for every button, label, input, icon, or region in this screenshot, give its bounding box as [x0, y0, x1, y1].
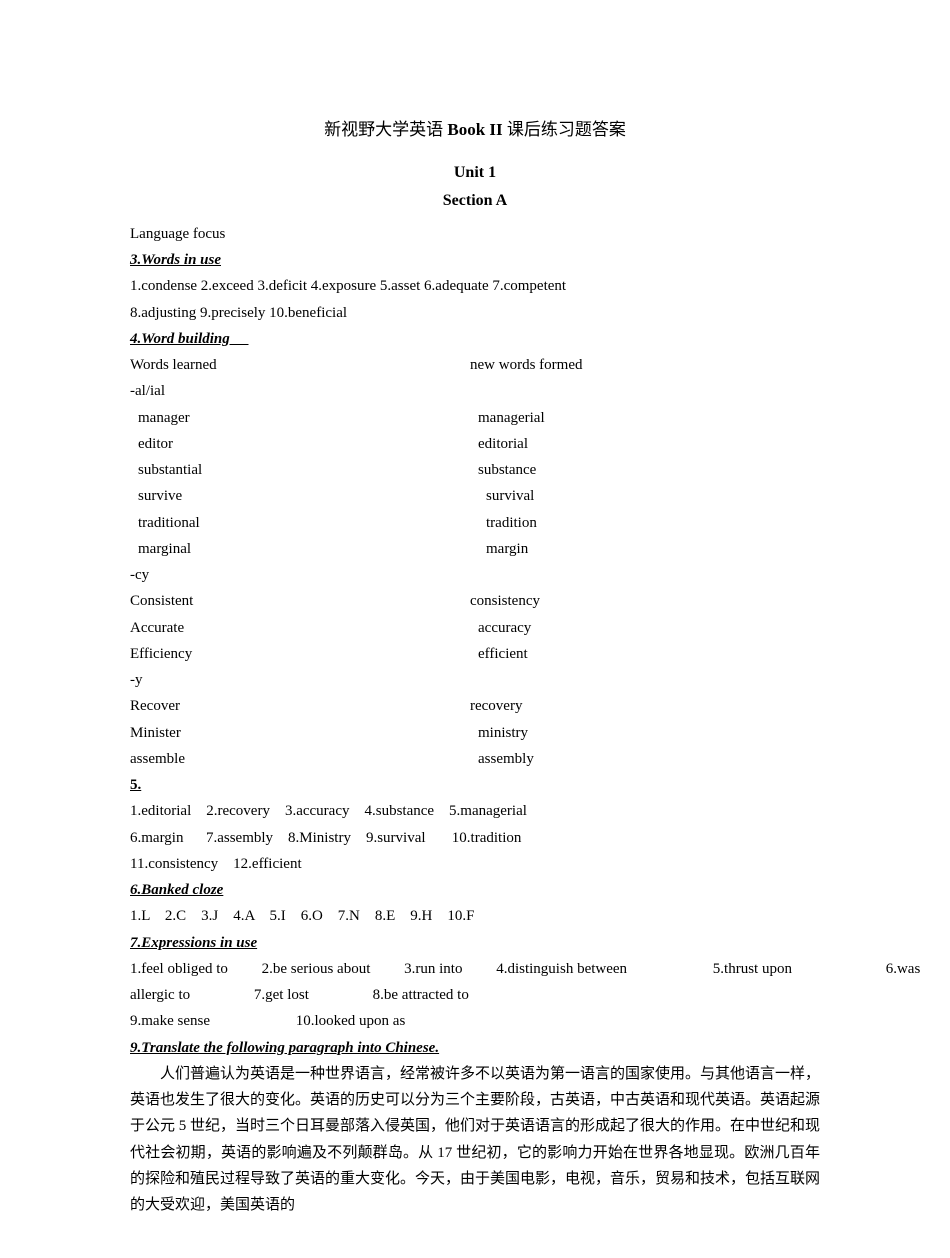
translation-paragraph: 人们普遍认为英语是一种世界语言，经常被许多不以英语为第一语言的国家使用。与其他语… [130, 1061, 820, 1219]
pair-right: ministry [470, 720, 820, 746]
pair-left: Accurate [130, 615, 470, 641]
pair-row: marginalmargin [130, 536, 820, 562]
suffix-cy: -cy [130, 562, 820, 588]
expr-item: 2.be serious about [262, 961, 371, 977]
pair-row: Consistentconsistency [130, 588, 820, 614]
expr-item: 3.run into [404, 961, 462, 977]
pair-row: assembleassembly [130, 746, 820, 772]
pair-left: traditional [130, 510, 478, 536]
pair-row: Accurateaccuracy [130, 615, 820, 641]
pair-right: efficient [470, 641, 820, 667]
pair-right: margin [478, 536, 820, 562]
expr-item: 10.looked upon as [296, 1013, 406, 1029]
pair-right: recovery [470, 693, 820, 719]
title-bold: Book II [443, 120, 507, 139]
expr-item: 5.thrust upon [713, 961, 792, 977]
heading-word-building: 4.Word building [130, 326, 820, 352]
ex5-line2: 6.margin 7.assembly 8.Ministry 9.surviva… [130, 825, 820, 851]
pair-right: assembly [470, 746, 820, 772]
suffix-al: -al/ial [130, 378, 820, 404]
header-right: new words formed [470, 352, 820, 378]
ex5-line1: 1.editorial 2.recovery 3.accuracy 4.subs… [130, 798, 820, 824]
main-title: 新视野大学英语 Book II 课后练习题答案 [130, 115, 820, 145]
pair-right: tradition [478, 510, 820, 536]
expr-item: 8.be attracted to [373, 987, 469, 1003]
pair-right: managerial [478, 405, 820, 431]
pair-left: Efficiency [130, 641, 470, 667]
pair-left: Consistent [130, 588, 470, 614]
pair-row: Ministerministry [130, 720, 820, 746]
words-in-use-line1: 1.condense 2.exceed 3.deficit 4.exposure… [130, 273, 820, 299]
heading-expressions: 7.Expressions in use [130, 930, 820, 956]
expr-item: 6.was [886, 961, 921, 977]
pair-right: substance [478, 457, 820, 483]
pair-row: Recoverrecovery [130, 693, 820, 719]
title-suffix: 课后练习题答案 [507, 120, 626, 139]
expr-line3: 9.make sense 10.looked upon as [130, 1008, 820, 1034]
title-prefix: 新视野大学英语 [324, 120, 443, 139]
pair-right: editorial [478, 431, 820, 457]
suffix-y: -y [130, 667, 820, 693]
expr-line1: 1.feel obliged to 2.be serious about 3.r… [130, 956, 950, 982]
header-left: Words learned [130, 352, 470, 378]
pair-row: survivesurvival [130, 483, 820, 509]
pair-left: marginal [130, 536, 478, 562]
section-title: Section A [130, 187, 820, 215]
pair-row: traditionaltradition [130, 510, 820, 536]
pair-left: Minister [130, 720, 470, 746]
word-building-header: Words learned new words formed [130, 352, 820, 378]
banked-answers: 1.L 2.C 3.J 4.A 5.I 6.O 7.N 8.E 9.H 10.F [130, 903, 820, 929]
heading-words-in-use: 3.Words in use [130, 247, 820, 273]
pair-row: substantialsubstance [130, 457, 820, 483]
expr-item: 9.make sense [130, 1013, 210, 1029]
pair-right: survival [478, 483, 820, 509]
heading-banked-cloze: 6.Banked cloze [130, 877, 820, 903]
pair-right: consistency [470, 588, 820, 614]
language-focus-heading: Language focus [130, 221, 820, 247]
pair-left: manager [130, 405, 478, 431]
words-in-use-line2: 8.adjusting 9.precisely 10.beneficial [130, 300, 820, 326]
pair-left: substantial [130, 457, 478, 483]
pair-row: managermanagerial [130, 405, 820, 431]
expr-item: allergic to [130, 987, 190, 1003]
heading-translate: 9.Translate the following paragraph into… [130, 1035, 820, 1061]
pair-left: Recover [130, 693, 470, 719]
expr-item: 4.distinguish between [496, 961, 627, 977]
pair-row: Efficiencyefficient [130, 641, 820, 667]
heading-ex5: 5. [130, 772, 820, 798]
expr-item: 1.feel obliged to [130, 961, 228, 977]
expr-item: 7.get lost [254, 987, 309, 1003]
unit-title: Unit 1 [130, 159, 820, 187]
pair-right: accuracy [470, 615, 820, 641]
ex5-line3: 11.consistency 12.efficient [130, 851, 820, 877]
pair-left: survive [130, 483, 478, 509]
pair-left: editor [130, 431, 478, 457]
expr-line2: allergic to 7.get lost 8.be attracted to [130, 982, 820, 1008]
pair-left: assemble [130, 746, 470, 772]
pair-row: editoreditorial [130, 431, 820, 457]
